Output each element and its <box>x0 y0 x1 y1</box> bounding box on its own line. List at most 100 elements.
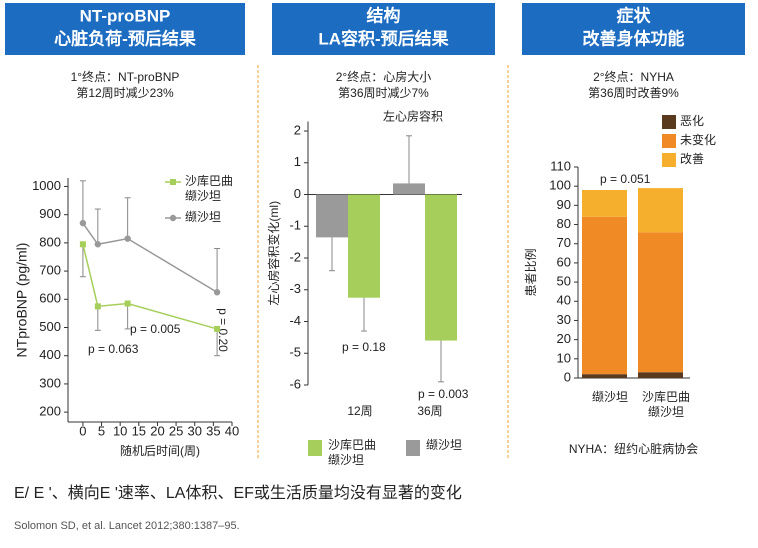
y-tick-label: -4 <box>289 313 301 328</box>
x-tick-label: 35 <box>206 423 220 438</box>
bar <box>393 183 425 195</box>
annotation: p = 0.003 <box>418 387 469 401</box>
header-box <box>522 3 745 55</box>
x-tick-label: 12周 <box>347 404 372 418</box>
footer: E/ E '、横向E '速率、LA体积、EF或生活质量均没有显著的变化 <box>14 484 462 502</box>
header-title: 心脏负荷-预后结果 <box>54 28 196 48</box>
x-tick-label: 0 <box>79 423 86 438</box>
x-tick-label-box: 缬沙坦 <box>591 390 628 404</box>
point <box>124 235 131 242</box>
bar-segment <box>638 232 683 373</box>
point <box>94 303 101 310</box>
legend-label: 沙库巴曲缬沙坦 <box>328 438 377 467</box>
legend-label: 未变化 <box>680 132 716 147</box>
x-tick-label: 36周 <box>417 404 442 418</box>
legend-swatch <box>662 134 676 148</box>
y-tick-label: -3 <box>289 281 301 296</box>
citation: Solomon SD, et al. Lancet 2012;380:1387–… <box>14 520 240 532</box>
y-axis-label: 患者比例 <box>524 248 538 296</box>
point <box>79 219 87 227</box>
header-box <box>5 3 245 55</box>
legend-swatch <box>308 440 322 456</box>
bar-segment <box>638 188 683 233</box>
bar <box>348 194 380 298</box>
legend-label: 缬沙坦 <box>426 438 463 452</box>
x-tick-label: 5 <box>98 423 105 438</box>
y-tick-label: 1 <box>294 154 301 169</box>
annotation: p = 0.18 <box>342 340 386 354</box>
header-title: LA容积-预后结果 <box>318 28 448 48</box>
series-line <box>82 244 218 330</box>
y-tick-label: 50 <box>557 274 571 289</box>
plot-title: 左心房容积 <box>383 109 443 124</box>
y-tick-label: 60 <box>557 254 571 269</box>
legend-label: 沙库巴曲缬沙坦 <box>185 174 234 203</box>
legend-label: 缬沙坦 <box>185 210 222 224</box>
header-title: 结构 <box>367 5 401 25</box>
y-tick-label: 90 <box>557 197 571 212</box>
header-title: 症状 <box>617 5 652 25</box>
x-tick-label-box: 沙库巴曲缬沙坦 <box>642 390 690 419</box>
legend-swatch <box>406 440 420 456</box>
legend-marker <box>169 214 177 222</box>
bar-segment <box>582 374 627 378</box>
bar <box>425 194 457 341</box>
note: 第36周时减少7% <box>338 86 429 100</box>
legend-swatch <box>662 153 676 167</box>
x-tick-label: 20 <box>150 423 164 438</box>
header-title: 改善身体功能 <box>583 28 685 48</box>
note: 第36周时改善9% <box>588 85 679 100</box>
bar-segment <box>638 372 683 378</box>
footnote: NYHA：纽约心脏病协会 <box>569 441 698 456</box>
bar-segment <box>582 190 627 217</box>
note: 第12周时减少23% <box>76 86 174 100</box>
point <box>214 325 221 332</box>
y-tick-label: 10 <box>557 350 571 365</box>
y-tick-label: 600 <box>39 291 61 306</box>
x-tick-label: 25 <box>169 423 183 438</box>
x-tick-label: 缬沙坦 <box>591 390 628 404</box>
y-tick-label: 500 <box>39 319 61 334</box>
y-tick-label: 40 <box>557 293 571 308</box>
note: 2°终点：NYHA <box>593 69 674 84</box>
y-tick-label: 20 <box>557 331 571 346</box>
annotation: p = 0.063 <box>88 342 139 356</box>
x-axis-label: 随机后时间(周) <box>120 443 200 458</box>
legend-swatch <box>662 115 676 129</box>
point <box>94 241 102 248</box>
y-tick-label: 700 <box>39 263 61 278</box>
y-tick-label: 30 <box>557 312 571 327</box>
series-line <box>82 222 218 293</box>
x-tick-label: 30 <box>187 423 201 438</box>
y-tick-label: 2 <box>294 122 301 137</box>
legend-label: 改善 <box>680 151 704 166</box>
point <box>124 300 131 307</box>
bar <box>316 194 348 238</box>
note: 2°终点：心房大小 <box>336 69 431 84</box>
point <box>213 289 221 296</box>
y-axis-label: 左心房容积变化(ml) <box>266 201 281 306</box>
y-tick-label: 800 <box>39 234 61 249</box>
y-tick-label: 1000 <box>32 178 61 193</box>
legend-label: 恶化 <box>680 114 704 128</box>
y-tick-label: 300 <box>39 375 61 390</box>
y-tick-label: -1 <box>289 218 301 233</box>
y-tick-label: 0 <box>564 369 571 384</box>
note: 1°终点：NT-proBNP <box>71 69 180 84</box>
y-tick-label: 900 <box>39 206 61 221</box>
y-tick-label: 80 <box>557 216 571 231</box>
legend-label-box: 缬沙坦 <box>426 438 463 452</box>
header-title: NT-proBNP <box>80 6 171 25</box>
y-tick-label: -5 <box>289 345 301 360</box>
y-tick-label: 200 <box>39 404 61 419</box>
annotation: p = 0.005 <box>130 322 181 336</box>
y-tick-label: 0 <box>294 186 301 201</box>
y-tick-label: 110 <box>550 158 571 173</box>
legend-label-box: 沙库巴曲缬沙坦 <box>185 174 234 203</box>
legend-label-box: 沙库巴曲缬沙坦 <box>328 438 377 467</box>
header-box <box>272 3 495 55</box>
legend-marker <box>170 179 176 185</box>
x-tick-label: 10 <box>113 423 127 438</box>
y-axis-label: NTproBNP (pg/ml) <box>14 243 30 358</box>
